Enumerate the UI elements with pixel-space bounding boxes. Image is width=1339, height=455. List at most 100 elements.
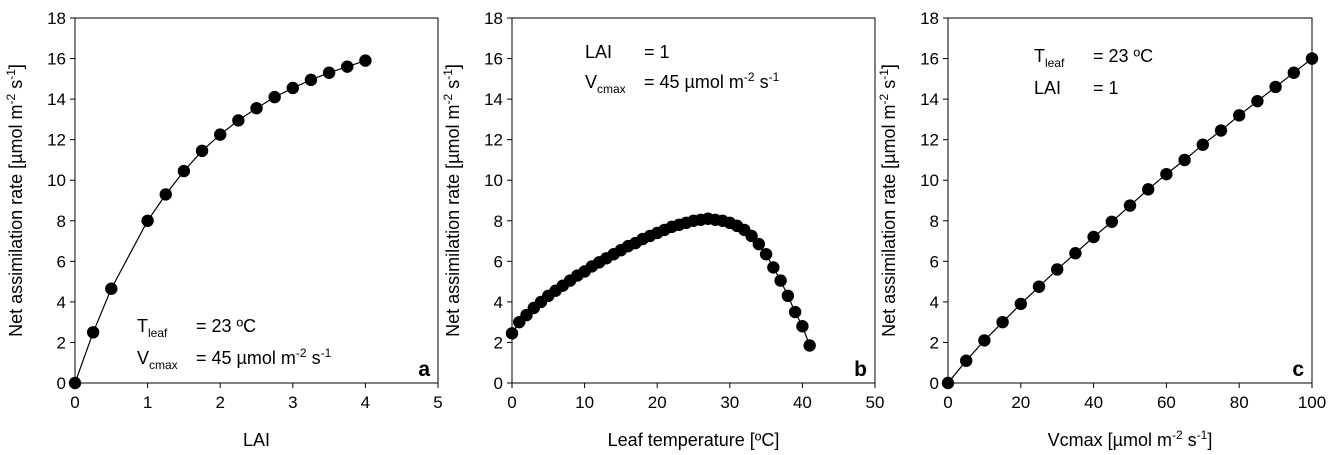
data-point: [1233, 109, 1246, 122]
annotation-value: = 1: [644, 42, 670, 62]
y-tick-label: 0: [57, 374, 66, 393]
data-point: [1160, 167, 1173, 181]
y-tick-label: 18: [47, 9, 66, 28]
data-point: [159, 188, 172, 201]
data-point: [177, 164, 191, 178]
x-tick-label: 3: [288, 393, 297, 412]
data-point: [774, 274, 787, 287]
annotation-name: LAI: [585, 42, 612, 62]
data-point: [1269, 80, 1282, 94]
data-point: [341, 60, 354, 73]
data-point: [359, 54, 372, 67]
panel-letter: c: [1292, 358, 1304, 381]
x-tick-label: 100: [1298, 393, 1326, 412]
y-tick-label: 12: [484, 131, 503, 150]
data-point: [1032, 280, 1046, 293]
panel-c: 0 2 4 6 8 10 12 14 16 18 0 20 40 60 80 100 Vcmax [µmol m…: [877, 9, 1326, 450]
y-tick-label: 8: [494, 212, 503, 231]
annotation-name: Vcmax: [585, 72, 626, 96]
y-tick-label: 6: [494, 252, 503, 271]
data-point: [195, 144, 209, 158]
data-point: [304, 73, 318, 87]
data-point: [1105, 215, 1119, 228]
data-point: [745, 229, 758, 243]
panel-letter: a: [418, 358, 430, 381]
y-tick-label: 10: [47, 171, 66, 190]
series-line: [74, 60, 366, 384]
data-point: [1142, 183, 1155, 196]
y-tick-label: 10: [484, 171, 503, 190]
x-axis-label: Leaf temperature [ºC]: [608, 430, 780, 450]
y-tick-label: 4: [57, 293, 66, 312]
data-point: [960, 354, 973, 367]
data-point: [759, 248, 773, 261]
y-tick-label: 10: [920, 171, 939, 190]
x-tick-label: 0: [70, 393, 79, 412]
y-axis-label: Net assimilation rate [µmol m-2 s-1]: [877, 64, 899, 337]
y-tick-label: 16: [484, 50, 503, 69]
data-point: [1123, 199, 1137, 212]
x-tick-label: 0: [943, 393, 952, 412]
x-tick-label: 20: [1011, 393, 1030, 412]
data-point: [996, 315, 1009, 329]
x-tick-label: 30: [720, 393, 739, 412]
annotation-value: = 45 µmol m-2 s-1: [644, 70, 780, 92]
annotation-value: = 1: [1093, 78, 1119, 98]
data-point: [803, 339, 816, 352]
x-tick-label: 20: [648, 393, 667, 412]
y-tick-label: 14: [920, 90, 939, 109]
y-tick-label: 14: [47, 90, 66, 109]
y-tick-label: 12: [920, 131, 939, 150]
y-tick-label: 18: [484, 9, 503, 28]
data-point: [286, 81, 299, 95]
y-tick-label: 4: [494, 293, 503, 312]
x-tick-label: 0: [507, 393, 516, 412]
data-point: [86, 326, 100, 339]
data-point: [752, 237, 766, 251]
annotation-name: Vcmax: [137, 348, 178, 372]
panel-b: 0 2 4 6 8 10 12 14 16 18 0 10 20 30 40 50 Leaf temperatu…: [441, 9, 884, 450]
data-point: [767, 261, 780, 274]
x-tick-label: 80: [1230, 393, 1249, 412]
data-point: [1214, 124, 1228, 137]
x-tick-label: 60: [1157, 393, 1176, 412]
data-point: [1178, 153, 1191, 167]
x-tick-label: 50: [866, 393, 885, 412]
x-tick-label: 40: [793, 393, 812, 412]
annotation-name: Tleaf: [1034, 46, 1065, 70]
data-point: [1069, 247, 1082, 260]
y-tick-label: 0: [930, 374, 939, 393]
annotation-name: LAI: [1034, 78, 1061, 98]
y-tick-label: 6: [930, 252, 939, 271]
y-tick-label: 6: [57, 252, 66, 271]
data-point: [1287, 66, 1301, 79]
y-tick-label: 8: [57, 212, 66, 231]
data-point: [505, 327, 519, 340]
annotation-value: = 23 ºC: [1093, 46, 1153, 66]
data-point: [250, 102, 263, 115]
data-point: [781, 289, 795, 303]
annotation-name: Tleaf: [137, 316, 168, 340]
data-point: [141, 214, 154, 227]
data-point: [1087, 230, 1100, 244]
data-point: [322, 66, 336, 79]
x-tick-label: 2: [215, 393, 224, 412]
y-tick-label: 12: [47, 131, 66, 150]
y-tick-label: 16: [47, 50, 66, 69]
data-point: [214, 128, 227, 141]
data-point: [105, 282, 118, 295]
data-point: [232, 114, 245, 127]
y-tick-label: 8: [930, 212, 939, 231]
plot-frame: [947, 17, 1313, 384]
x-tick-label: 10: [575, 393, 594, 412]
plot-frame: [74, 17, 439, 384]
data-point: [1305, 52, 1319, 65]
y-tick-label: 2: [57, 333, 66, 352]
annotation-value: = 45 µmol m-2 s-1: [196, 346, 332, 368]
y-axis-label: Net assimilation rate [µmol m-2 s-1]: [4, 64, 26, 337]
annotation-value: = 23 ºC: [196, 316, 256, 336]
y-tick-label: 18: [920, 9, 939, 28]
data-point: [1251, 94, 1264, 108]
